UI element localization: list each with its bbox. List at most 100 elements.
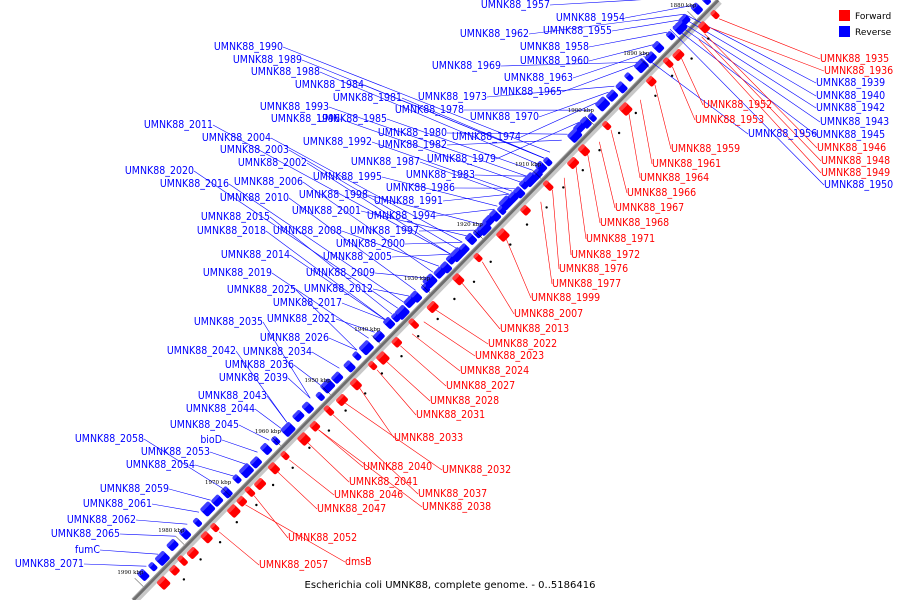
- reverse-gene-shine: [497, 205, 503, 211]
- forward-gene-body: [268, 462, 280, 475]
- reverse-gene-shine: [634, 58, 644, 69]
- reverse-gene-body: [615, 81, 628, 94]
- tick-mark: [421, 284, 431, 293]
- reverse-label-leader: [611, 19, 679, 32]
- reverse-label: UMNK88_1940: [816, 90, 885, 102]
- reverse-label: UMNK88_1994: [367, 210, 436, 222]
- reverse-gene-body: [433, 266, 446, 279]
- reverse-gene-body: [292, 410, 305, 422]
- reverse-gene-body: [301, 401, 314, 414]
- reverse-label: UMNK88_2061: [83, 498, 152, 510]
- forward-label-leader: [628, 111, 641, 179]
- reverse-label-leader: [572, 52, 647, 79]
- forward-gene-body: [297, 432, 311, 446]
- reverse-gene-body: [535, 161, 548, 173]
- forward-gene: [646, 76, 657, 87]
- reverse-gene-shine: [644, 51, 653, 60]
- forward-gene: [323, 405, 335, 416]
- forward-gene: [567, 157, 579, 169]
- reverse-gene: [359, 340, 374, 356]
- reverse-gene-shine: [192, 517, 198, 523]
- forward-gene-body: [698, 21, 710, 34]
- forward-gene-shine: [602, 121, 608, 127]
- reverse-gene-shine: [519, 180, 524, 186]
- forward-label: UMNK88_2037: [418, 488, 487, 500]
- reverse-gene-shine: [422, 273, 433, 284]
- reverse-label-leader: [293, 364, 323, 387]
- reverse-gene-shine: [148, 562, 154, 568]
- reverse-label-leader: [99, 549, 159, 555]
- reverse-label-leader: [672, 25, 817, 136]
- forward-gene: [452, 273, 465, 286]
- reverse-gene-shine: [200, 501, 210, 512]
- reverse-label: UMNK88_2019: [203, 267, 272, 279]
- reverse-label-leader: [442, 193, 510, 202]
- reverse-gene-shine: [179, 527, 186, 535]
- reverse-gene-body: [498, 195, 514, 211]
- reverse-gene: [260, 443, 273, 455]
- reverse-gene-shine: [372, 330, 381, 339]
- reverse-gene-shine: [320, 378, 330, 389]
- reverse-label: UMNK88_1955: [543, 25, 612, 37]
- forward-label: UMNK88_2031: [416, 409, 485, 421]
- reverse-gene-shine: [137, 569, 145, 576]
- reverse-gene: [701, 0, 711, 5]
- feature-dot: [598, 149, 601, 152]
- forward-gene: [268, 462, 280, 475]
- reverse-label: UMNK88_2034: [243, 346, 312, 358]
- reverse-gene: [644, 51, 657, 64]
- feature-dot: [235, 521, 238, 524]
- forward-label: UMNK88_2028: [430, 395, 499, 407]
- reverse-label-leader: [168, 488, 211, 501]
- forward-gene-shine: [323, 405, 330, 411]
- forward-gene-shine: [186, 547, 195, 555]
- forward-label-leader: [318, 429, 364, 468]
- reverse-gene-shine: [383, 317, 390, 324]
- reverse-label-leader: [311, 351, 340, 369]
- feature-dot: [199, 558, 202, 561]
- reverse-gene: [615, 81, 628, 94]
- scale-ticks: 1880 kbp 1890 kbp 1900 kbp 1910 kbp 1920 kbp…: [117, 3, 697, 587]
- feature-dot: [670, 74, 674, 78]
- forward-label-leader: [704, 33, 818, 149]
- reverse-label-leader: [561, 64, 636, 93]
- reverse-gene-shine: [498, 195, 509, 206]
- forward-gene-body: [391, 337, 402, 348]
- reverse-gene-body: [595, 96, 610, 112]
- reverse-gene: [422, 273, 438, 289]
- reverse-label: UMNK88_1989: [233, 54, 302, 66]
- reverse-label-leader: [495, 121, 580, 160]
- reverse-gene: [280, 422, 296, 437]
- reverse-gene: [232, 474, 242, 484]
- forward-gene-shine: [391, 337, 398, 344]
- reverse-label-leader: [675, 22, 821, 123]
- tick-mark: [134, 578, 144, 587]
- forward-label-leader: [218, 531, 260, 566]
- reverse-gene-body: [359, 340, 374, 356]
- forward-gene-shine: [156, 576, 166, 585]
- reverse-label-leader: [374, 272, 428, 279]
- reverse-gene: [666, 31, 676, 41]
- reverse-gene-body: [606, 89, 618, 102]
- forward-gene-body: [710, 10, 720, 20]
- forward-label-leader: [654, 84, 672, 150]
- tick-mark: [321, 386, 331, 395]
- reverse-gene: [606, 89, 618, 102]
- reverse-label: UMNK88_2000: [336, 238, 405, 250]
- forward-gene-shine: [244, 486, 251, 492]
- reverse-gene-shine: [343, 360, 351, 368]
- reverse-gene-shine: [615, 81, 623, 89]
- forward-label: UMNK88_1946: [817, 142, 886, 154]
- forward-label-leader: [306, 441, 350, 483]
- reverse-gene-shine: [250, 456, 258, 465]
- forward-gene-body: [578, 144, 590, 157]
- reverse-label-leader: [335, 318, 375, 333]
- forward-label: UMNK88_2032: [442, 464, 511, 476]
- tick-label: 1910 kbp: [515, 162, 542, 168]
- forward-gene-shine: [473, 253, 479, 259]
- reverse-label: UMNK88_1984: [295, 79, 364, 91]
- feature-dot: [617, 131, 621, 135]
- reverse-label-leader: [209, 451, 246, 465]
- reverse-gene-body: [211, 494, 224, 507]
